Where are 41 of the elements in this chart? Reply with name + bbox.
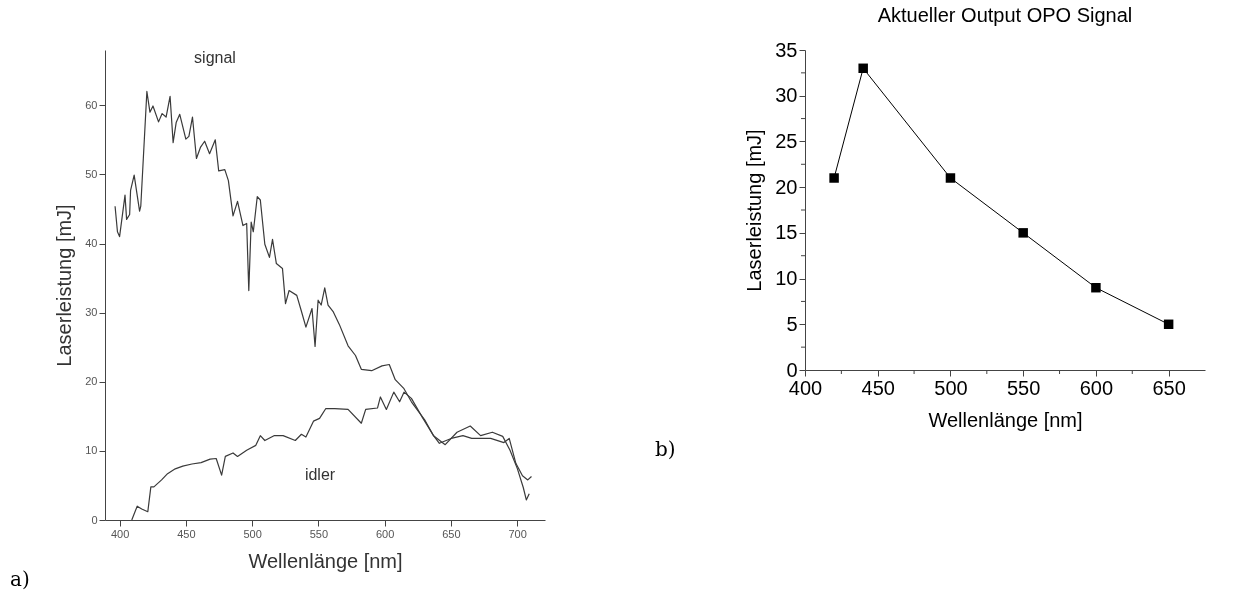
y-tick-label: 20 [85, 375, 98, 388]
x-tick-label: 700 [508, 527, 527, 540]
point [1163, 319, 1174, 330]
y-tick-label: 40 [85, 237, 98, 250]
x-tick-label: 550 [309, 527, 329, 540]
x-tick-label: 450 [861, 376, 895, 399]
y-tick-label: 25 [775, 129, 798, 152]
x-tick-label: 650 [1152, 376, 1186, 399]
x-tick-label: 550 [1006, 376, 1041, 399]
point [829, 173, 839, 183]
x-tick-label: 650 [442, 527, 461, 540]
x-axis-title: Wellenlänge [nm] [928, 408, 1083, 431]
text: b) [655, 437, 676, 461]
x-tick-label: 450 [177, 527, 196, 540]
y-tick-label: 10 [85, 444, 98, 457]
x-tick-label: 600 [1079, 376, 1114, 399]
x-tick-label: 500 [934, 376, 968, 399]
y-tick-label: 5 [786, 312, 798, 335]
y-tick-label: 15 [775, 221, 798, 244]
y-tick-label: 30 [775, 84, 798, 107]
point [1091, 282, 1101, 293]
x-tick-label: 600 [375, 527, 395, 540]
y-axis-title: Laserleistung [mJ] [53, 204, 76, 367]
x-axis-title: Wellenlänge [nm] [248, 549, 403, 572]
y-tick-label: 20 [775, 175, 798, 198]
y-tick-label: 60 [85, 98, 98, 111]
y-tick-label: 10 [775, 267, 798, 290]
annotation: signal [194, 49, 236, 66]
point [858, 63, 868, 74]
y-tick-label: 35 [775, 38, 798, 61]
y-axis-title: Laserleistung [mJ] [743, 129, 766, 292]
y-tick-label: 30 [85, 306, 98, 319]
y-tick-label: 50 [85, 167, 98, 180]
x-tick-label: 500 [243, 527, 262, 540]
x-tick-label: 400 [110, 527, 130, 540]
chart-title: Aktueller Output OPO Signal [877, 4, 1133, 26]
annotation: idler [304, 466, 336, 483]
point [945, 173, 956, 183]
point [1018, 228, 1028, 238]
text: a) [10, 567, 30, 591]
y-tick-label: 0 [91, 513, 98, 526]
